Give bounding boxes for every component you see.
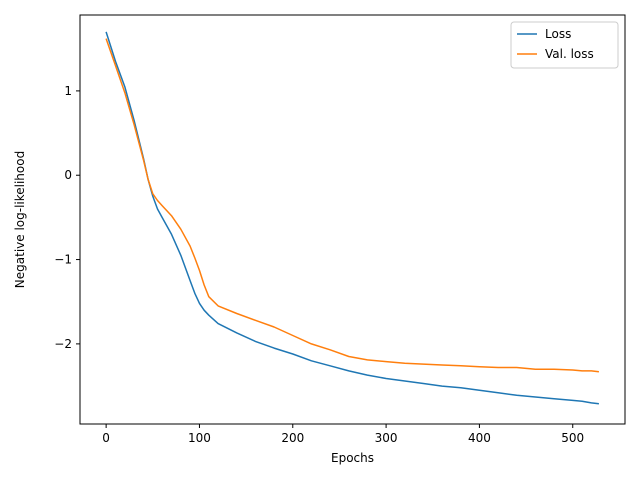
y-tick-label: −1 [54, 253, 72, 267]
series-line-val-loss [105, 38, 599, 373]
x-axis-label: Epochs [331, 451, 374, 465]
x-tick-label: 300 [375, 431, 398, 445]
x-tick-label: 100 [188, 431, 211, 445]
plot-lines [105, 31, 599, 405]
x-tick-label: 500 [561, 431, 584, 445]
y-tick-label: −2 [54, 337, 72, 351]
y-tick-label: 0 [64, 168, 72, 182]
legend-box [510, 21, 619, 69]
x-tick-label: 0 [102, 431, 110, 445]
legend-label: Val. loss [545, 47, 594, 61]
legend: Loss Val. loss [510, 21, 619, 69]
series-line-loss [105, 31, 599, 405]
y-axis-ticks: 1 0 −1 −2 [54, 84, 80, 351]
x-tick-label: 200 [281, 431, 304, 445]
x-axis-ticks: 0 100 200 300 400 500 [102, 424, 584, 445]
axes-frame [79, 14, 626, 425]
x-tick-label: 400 [468, 431, 491, 445]
y-axis-label: Negative log-likelihood [13, 151, 27, 288]
y-tick-label: 1 [64, 84, 72, 98]
legend-label: Loss [545, 27, 571, 41]
